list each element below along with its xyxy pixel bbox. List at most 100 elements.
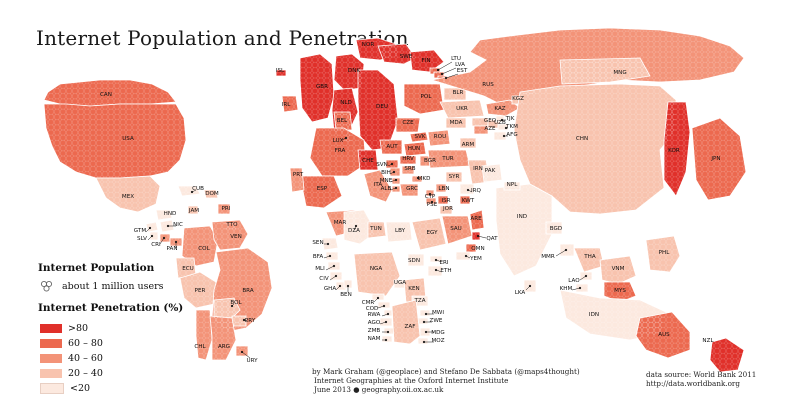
leader-dot	[166, 224, 170, 228]
hex-texture	[466, 244, 476, 252]
hex-texture	[428, 150, 470, 168]
leader-dot	[332, 264, 336, 268]
country-label: RWA	[368, 312, 381, 318]
hex-texture	[418, 318, 428, 324]
hex-texture	[646, 236, 680, 272]
hex-texture	[420, 310, 430, 316]
country-label: ESP	[317, 186, 328, 192]
hex-texture	[326, 252, 338, 260]
leader-line	[445, 73, 459, 79]
leader-line	[571, 287, 581, 291]
country-label: LBN	[438, 186, 449, 192]
hex-texture	[276, 70, 286, 76]
country-label: SVK	[414, 134, 425, 140]
hex-texture	[378, 44, 416, 64]
hex-texture	[460, 196, 470, 204]
leader-dot	[190, 190, 194, 194]
leader-dot	[230, 304, 234, 308]
hex-texture	[354, 252, 400, 296]
hex-texture	[358, 70, 398, 150]
data-source: data source: World Bank 2011 http://data…	[646, 370, 756, 388]
leader-dot	[386, 330, 390, 334]
country-label: BOL	[230, 300, 242, 306]
hex-texture	[396, 118, 420, 132]
hex-texture	[504, 182, 520, 190]
leader-dot	[528, 284, 532, 288]
country-label: CUB	[192, 186, 204, 192]
country-label: THA	[583, 254, 596, 260]
hex-texture	[428, 266, 442, 276]
leader-dot	[338, 284, 342, 288]
hex-texture	[456, 252, 470, 260]
leader-dot	[392, 170, 396, 174]
country-label: UZB	[494, 120, 506, 126]
data-source-link[interactable]: http://data.worldbank.org	[646, 379, 740, 388]
hex-texture	[300, 176, 342, 208]
country-label: SAU	[450, 226, 462, 232]
leader-line	[329, 275, 337, 281]
country-label: NAM	[368, 336, 381, 342]
country-label: SRB	[404, 166, 415, 172]
country-label: ARM	[462, 142, 475, 148]
country-label: OMN	[471, 246, 484, 252]
country-label: KGZ	[512, 96, 524, 102]
hex-texture	[44, 104, 186, 178]
country-label: UGA	[394, 280, 406, 286]
country-label: SVN	[376, 162, 388, 168]
hex-texture	[212, 220, 248, 250]
hex-texture	[358, 150, 378, 170]
leader-dot	[434, 258, 438, 262]
country-label: CRI	[151, 242, 161, 248]
hex-texture	[442, 216, 472, 244]
leader-dot	[502, 134, 506, 138]
legend-swatch	[40, 339, 62, 348]
hex-texture	[440, 100, 484, 118]
leader-dot	[382, 304, 386, 308]
leader-dot	[500, 118, 504, 122]
leader-dot	[504, 126, 508, 130]
country-label: SEN	[312, 240, 323, 246]
hex-texture	[604, 282, 636, 302]
leader-dot	[376, 296, 380, 300]
country-label: PHL	[659, 250, 671, 256]
hex-texture	[364, 170, 392, 202]
leader-dot	[394, 178, 398, 182]
country-label: GBR	[316, 84, 328, 90]
legend-population-label: about 1 million users	[62, 280, 164, 292]
leader-line	[477, 235, 487, 239]
hex-texture	[410, 50, 444, 72]
country-label: NIC	[173, 222, 183, 228]
country-label: AZE	[484, 126, 496, 132]
credits-line: by Mark Graham (@geoplace) and Stefano D…	[312, 367, 580, 376]
hex-texture	[710, 338, 744, 372]
hex-texture	[410, 132, 428, 142]
hex-texture	[150, 232, 158, 240]
leader-dot	[564, 248, 568, 252]
hex-texture	[214, 298, 240, 318]
country-label: TUR	[441, 156, 454, 162]
country-label: LTU	[451, 56, 461, 62]
country-label: ARE	[470, 216, 482, 222]
hex-texture	[146, 222, 158, 232]
country-label: BGR	[424, 158, 436, 164]
country-label: PRY	[245, 318, 256, 324]
country-label: BRA	[242, 288, 253, 294]
leader-dot	[440, 72, 444, 76]
country-label: MWI	[432, 310, 444, 316]
leader-dot	[148, 226, 152, 230]
hex-texture	[576, 284, 588, 292]
leader-dot	[422, 320, 426, 324]
country-label: CHL	[194, 344, 206, 350]
country-label: LKA	[515, 290, 526, 296]
leader-dot	[240, 350, 244, 354]
leader-dot	[430, 200, 434, 204]
country-label: LAO	[568, 278, 580, 284]
country-label: BFA	[313, 254, 324, 260]
leader-dot	[390, 162, 394, 166]
country-label: CMR	[362, 300, 375, 306]
hex-texture	[412, 176, 422, 182]
country-label: NLD	[340, 100, 352, 106]
leader-dot	[162, 236, 166, 240]
hex-texture	[474, 126, 488, 134]
hex-texture	[440, 206, 452, 214]
